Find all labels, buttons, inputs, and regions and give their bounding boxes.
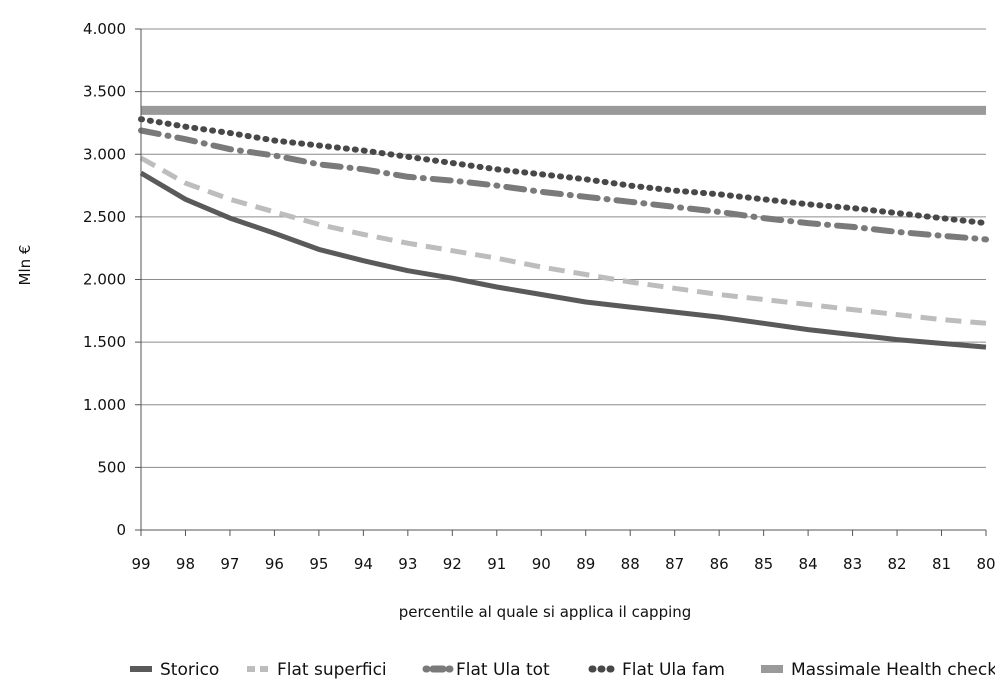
- x-tick-label: 81: [932, 555, 951, 573]
- series-line-flat-superfici: [139, 155, 987, 326]
- x-tick-label: 88: [621, 555, 640, 573]
- legend: Storico Flat superfici Flat Ula tot Flat Ul…: [130, 660, 995, 680]
- y-tick-label: 3.500: [83, 83, 126, 101]
- x-tick-label: 91: [487, 555, 506, 573]
- series-line-flat-ula-tot: [138, 127, 989, 243]
- legend-label: Storico: [160, 660, 219, 680]
- legend-item-storico: Storico: [130, 660, 219, 680]
- x-axis-label: percentile al quale si applica il cappin…: [399, 603, 692, 621]
- y-axis-label: Mln €: [16, 245, 34, 286]
- x-tick-label: 85: [754, 555, 773, 573]
- y-tick-label: 1.500: [83, 333, 126, 351]
- y-tick-label: 2.000: [83, 271, 126, 289]
- y-tick-label: 500: [97, 458, 126, 476]
- x-tick-label: 97: [220, 555, 239, 573]
- y-tick-label: 0: [116, 521, 126, 539]
- grid-lines: [141, 28, 986, 468]
- x-tick-labels: 99 98 97 96 95 94 93 92 91 90 89 88 87 86 85 84 83 82 81 80: [131, 555, 995, 573]
- x-tick-label: 95: [309, 555, 328, 573]
- y-tick-label: 4.000: [83, 20, 126, 38]
- legend-label: Massimale Health check: [791, 660, 995, 680]
- legend-item-flat-ula-fam: Flat Ula fam: [588, 660, 725, 680]
- series-line-flat-ula-fam: [138, 116, 989, 227]
- series-lines: [138, 105, 989, 350]
- x-tick-label: 96: [265, 555, 284, 573]
- legend-item-flat-ula-tot: Flat Ula tot: [422, 660, 550, 680]
- legend-label: Flat Ula tot: [456, 660, 550, 680]
- x-tick-label: 94: [354, 555, 373, 573]
- x-tick-label: 84: [799, 555, 818, 573]
- x-tick-label: 80: [976, 555, 995, 573]
- x-tick-label: 98: [176, 555, 195, 573]
- y-tick-label: 2.500: [83, 208, 126, 226]
- legend-item-flat-superfici: Flat superfici: [247, 660, 387, 680]
- x-tick-label: 90: [532, 555, 551, 573]
- x-tick-label: 87: [665, 555, 684, 573]
- legend-item-massimale-health-check: Massimale Health check: [761, 660, 995, 680]
- x-tick-label: 82: [888, 555, 907, 573]
- x-tick-label: 92: [443, 555, 462, 573]
- legend-label: Flat superfici: [277, 660, 387, 680]
- legend-label: Flat Ula fam: [622, 660, 725, 680]
- x-tick-label: 89: [576, 555, 595, 573]
- x-tick-label: 86: [710, 555, 729, 573]
- x-tick-label: 93: [398, 555, 417, 573]
- y-tick-labels: 0 500 1.000 1.500 2.000 2.500 3.000 3.500 4.000: [83, 20, 126, 539]
- axes: [135, 28, 987, 536]
- y-tick-label: 3.000: [83, 145, 126, 163]
- x-tick-label: 83: [843, 555, 862, 573]
- x-tick-label: 99: [131, 555, 150, 573]
- y-tick-label: 1.000: [83, 396, 126, 414]
- series-line-storico: [139, 170, 987, 350]
